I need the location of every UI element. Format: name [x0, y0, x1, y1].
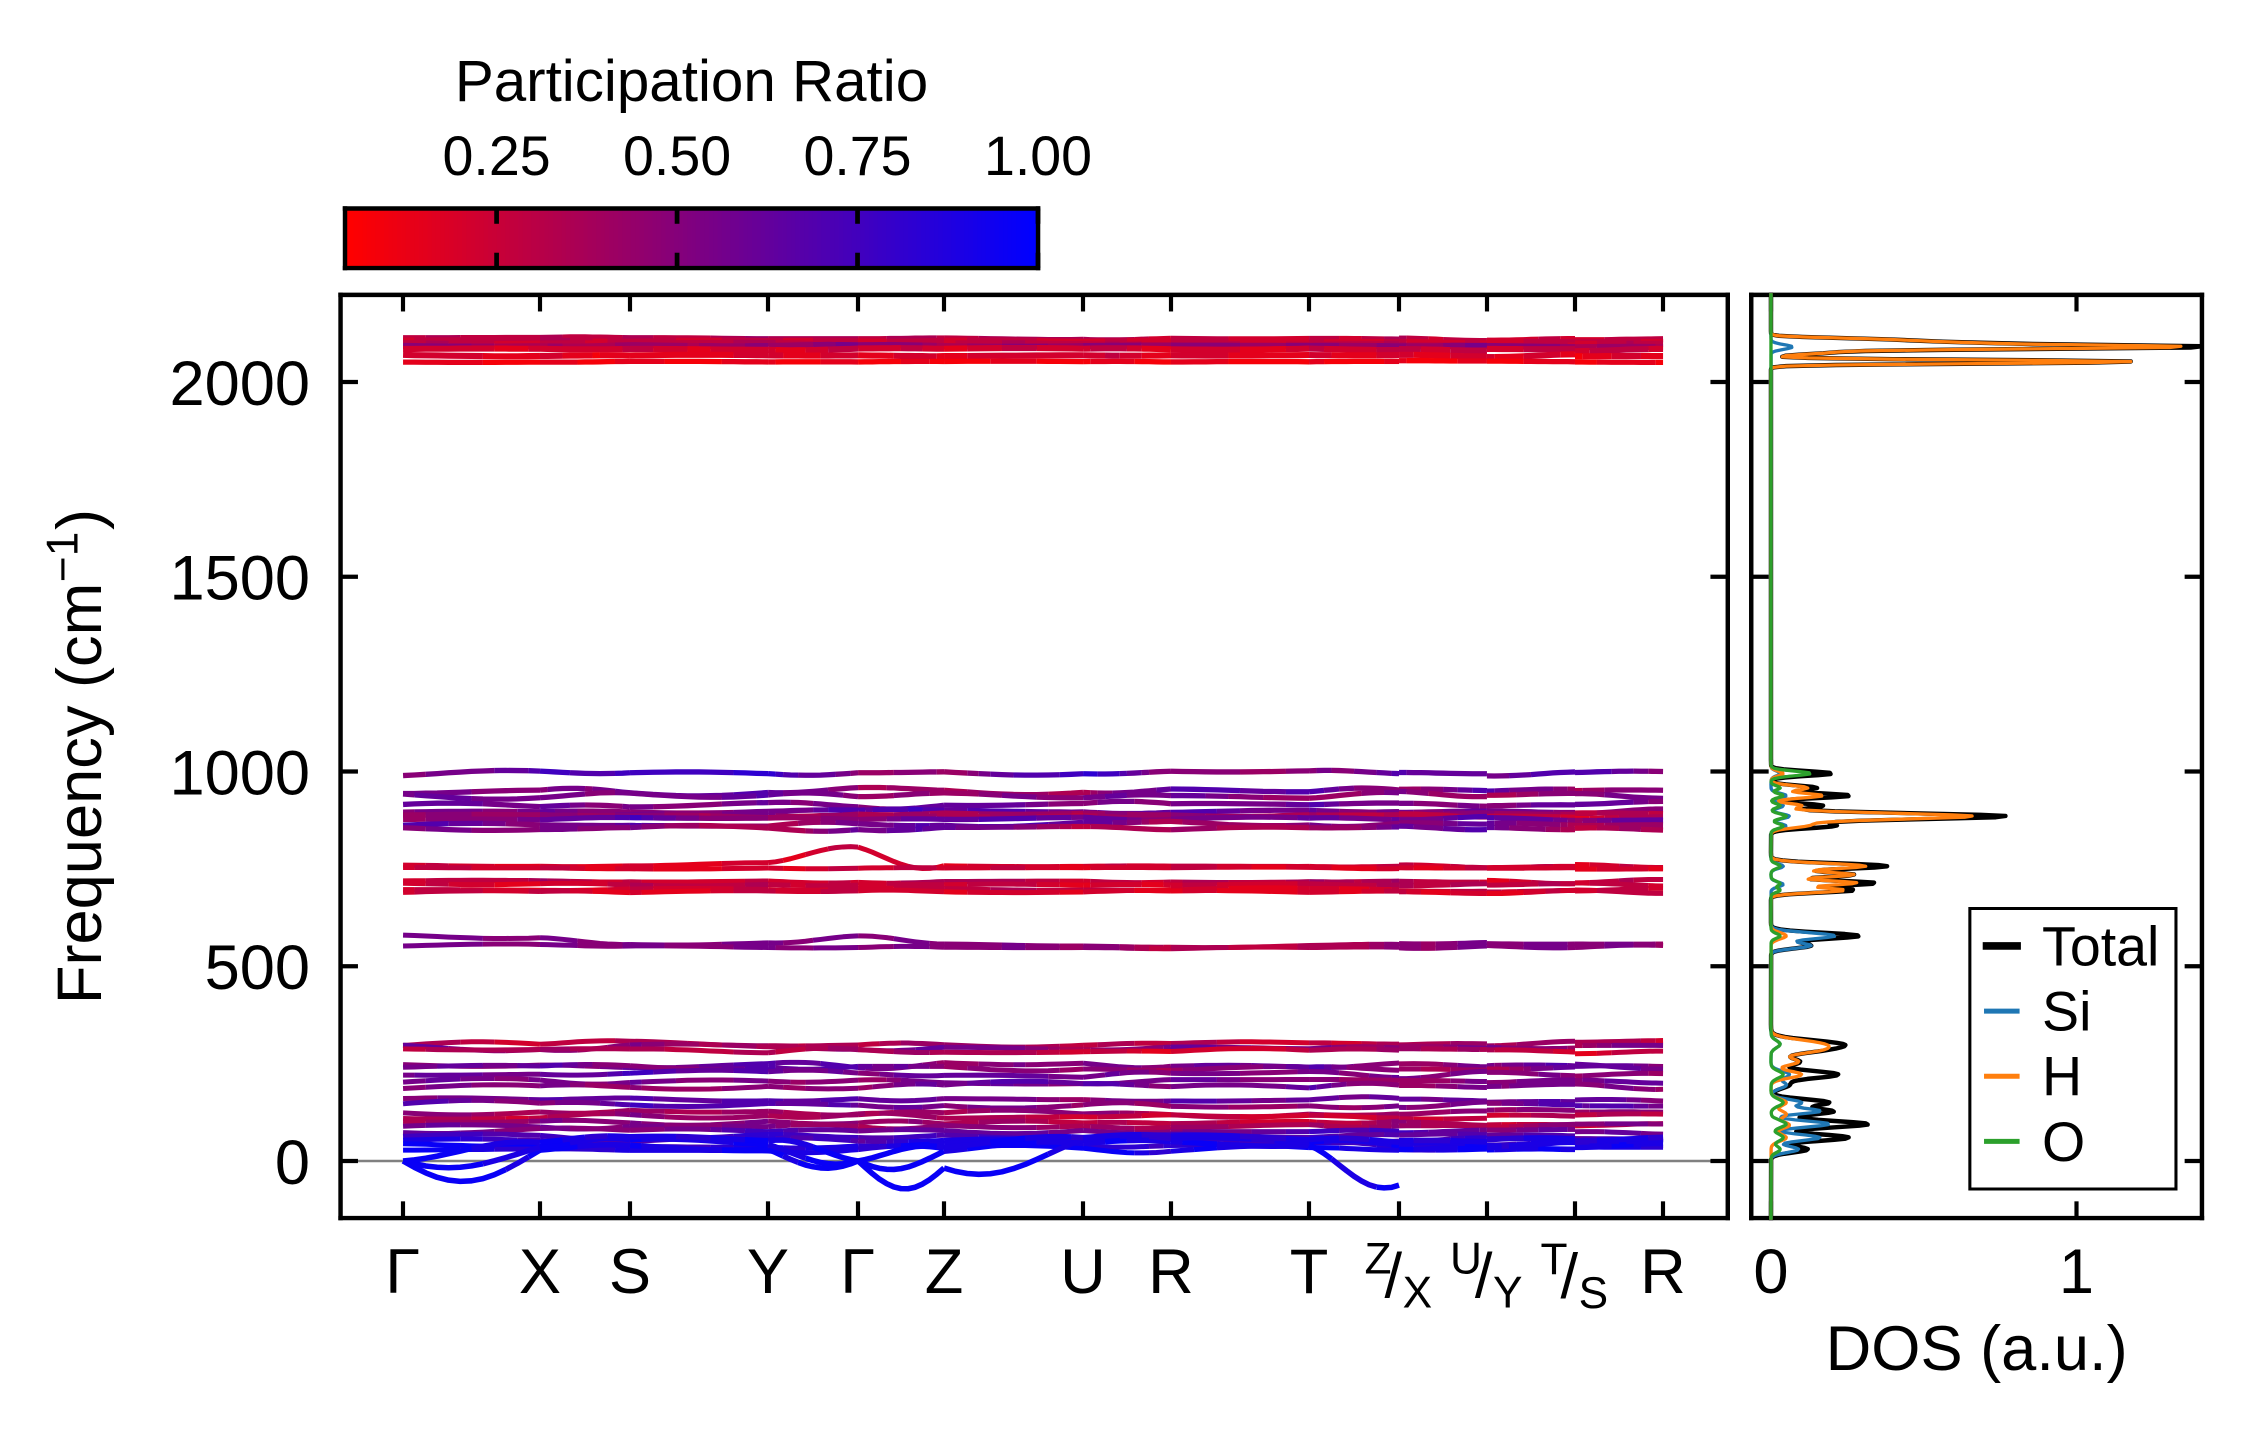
svg-text:Γ: Γ	[840, 1237, 875, 1307]
svg-text:0.75: 0.75	[803, 125, 911, 187]
svg-text:Participation Ratio: Participation Ratio	[455, 49, 928, 114]
svg-text:R: R	[1640, 1237, 1686, 1307]
svg-text:ZX/: ZX/	[1365, 1235, 1433, 1318]
svg-text:T: T	[1290, 1237, 1329, 1307]
svg-text:Z: Z	[925, 1237, 964, 1307]
svg-text:DOS (a.u.): DOS (a.u.)	[1826, 1314, 2128, 1384]
svg-text:U: U	[1060, 1237, 1106, 1307]
svg-text:Total: Total	[2042, 915, 2159, 977]
svg-text:1: 1	[2059, 1237, 2094, 1307]
svg-text:Γ: Γ	[385, 1237, 420, 1307]
svg-text:0: 0	[1753, 1237, 1788, 1307]
svg-text:S: S	[609, 1237, 651, 1307]
svg-text:TS/: TS/	[1541, 1235, 1609, 1318]
svg-text:Si: Si	[2042, 981, 2091, 1043]
svg-text:O: O	[2042, 1111, 2085, 1173]
svg-text:Y: Y	[747, 1237, 789, 1307]
svg-text:UY/: UY/	[1450, 1235, 1523, 1318]
svg-text:Frequency(cm)−1: Frequency(cm)−1	[38, 509, 115, 1004]
svg-text:H: H	[2042, 1046, 2082, 1108]
svg-text:1500: 1500	[169, 544, 310, 614]
svg-text:0: 0	[275, 1128, 310, 1198]
svg-text:500: 500	[205, 933, 310, 1003]
svg-text:1000: 1000	[169, 738, 310, 808]
svg-text:R: R	[1148, 1237, 1194, 1307]
svg-text:1.00: 1.00	[984, 125, 1092, 187]
svg-text:X: X	[519, 1237, 561, 1307]
svg-text:0.25: 0.25	[443, 125, 551, 187]
svg-text:2000: 2000	[169, 349, 310, 419]
svg-text:0.50: 0.50	[623, 125, 731, 187]
